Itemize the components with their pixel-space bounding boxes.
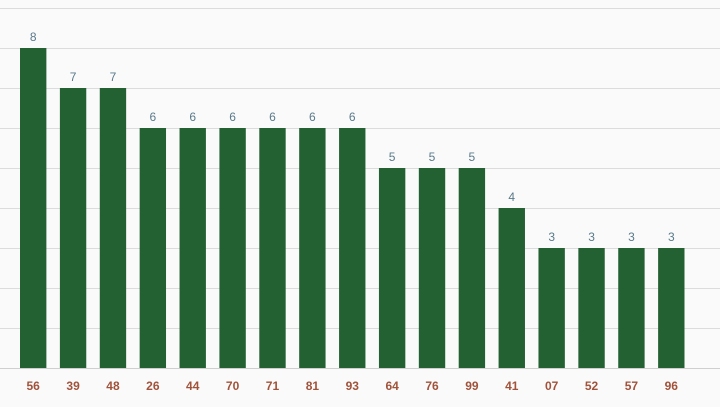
bar-48 xyxy=(99,88,127,368)
value-label: 6 xyxy=(189,110,196,124)
bar-57 xyxy=(618,248,645,368)
category-label: 56 xyxy=(27,379,41,393)
category-label: 57 xyxy=(625,379,639,393)
value-label: 3 xyxy=(628,230,635,244)
value-label: 6 xyxy=(309,110,316,124)
value-label: 8 xyxy=(30,30,37,44)
value-label: 6 xyxy=(269,110,276,124)
bar-44 xyxy=(179,128,206,368)
value-label: 4 xyxy=(508,190,515,204)
bars xyxy=(20,48,685,368)
category-label: 70 xyxy=(226,379,240,393)
bar-71 xyxy=(259,128,286,368)
value-label: 3 xyxy=(668,230,675,244)
category-label: 81 xyxy=(306,379,320,393)
value-label: 7 xyxy=(110,70,117,84)
bar-93 xyxy=(339,128,366,368)
value-label: 6 xyxy=(149,110,156,124)
value-label: 5 xyxy=(389,150,396,164)
category-label: 07 xyxy=(545,379,559,393)
bar-99 xyxy=(458,168,486,368)
value-label: 3 xyxy=(588,230,595,244)
bar-81 xyxy=(299,128,326,368)
category-label: 26 xyxy=(146,379,160,393)
bar-26 xyxy=(139,128,167,368)
bar-76 xyxy=(418,168,446,368)
bar-07 xyxy=(538,248,565,368)
category-label: 76 xyxy=(425,379,439,393)
value-labels: 8 7 7 6 6 6 6 6 6 5 5 5 4 3 3 3 3 xyxy=(30,30,675,244)
value-label: 5 xyxy=(429,150,436,164)
category-label: 52 xyxy=(585,379,599,393)
value-label: 6 xyxy=(349,110,356,124)
bar-39 xyxy=(59,88,87,368)
category-label: 39 xyxy=(66,379,80,393)
bar-96 xyxy=(658,248,685,368)
bar-56 xyxy=(20,48,47,368)
value-label: 5 xyxy=(469,150,476,164)
category-label: 96 xyxy=(665,379,679,393)
value-label: 3 xyxy=(548,230,555,244)
value-label: 7 xyxy=(70,70,77,84)
category-label: 93 xyxy=(346,379,360,393)
value-label: 6 xyxy=(229,110,236,124)
bar-41 xyxy=(498,208,525,368)
category-label: 99 xyxy=(465,379,479,393)
category-label: 44 xyxy=(186,379,200,393)
category-labels: 56 39 48 26 44 70 71 81 93 64 76 99 41 07 52 57 96 xyxy=(27,379,679,393)
category-label: 64 xyxy=(385,379,399,393)
category-label: 41 xyxy=(505,379,519,393)
bar-64 xyxy=(378,168,406,368)
category-label: 71 xyxy=(266,379,280,393)
bar-52 xyxy=(578,248,605,368)
bar-70 xyxy=(219,128,246,368)
category-label: 48 xyxy=(106,379,120,393)
